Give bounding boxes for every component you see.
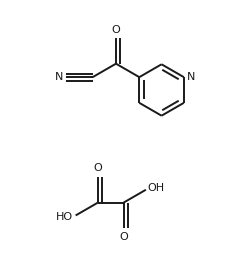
Text: N: N bbox=[187, 72, 195, 82]
Text: O: O bbox=[94, 164, 102, 173]
Text: O: O bbox=[119, 232, 128, 242]
Text: HO: HO bbox=[56, 212, 73, 222]
Text: O: O bbox=[112, 25, 120, 35]
Text: OH: OH bbox=[148, 183, 165, 193]
Text: N: N bbox=[55, 72, 63, 82]
